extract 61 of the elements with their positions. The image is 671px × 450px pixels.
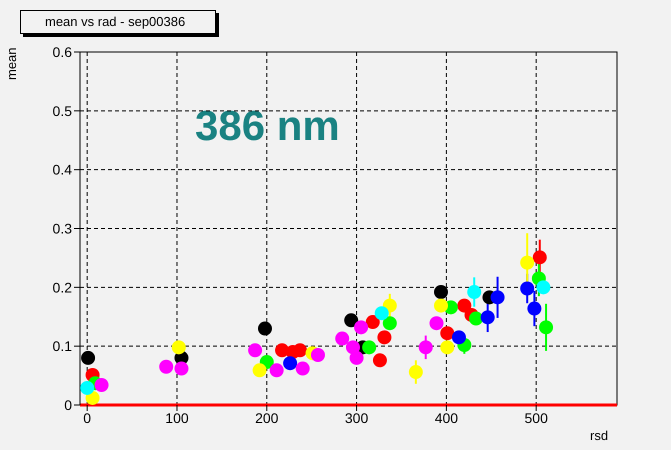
point [283,356,298,370]
x-tick-label: 400 [434,410,458,426]
point [527,302,542,316]
chart-title: mean vs rad - sep00386 [20,10,216,34]
x-tick-label: 100 [165,410,189,426]
point [408,365,423,380]
point [159,360,174,374]
point [86,390,100,405]
point [366,315,380,330]
point [430,316,444,330]
point [440,340,454,354]
point [382,316,397,330]
point [440,326,454,340]
point [467,285,482,300]
point [452,330,466,344]
y-tick-label: 0.6 [52,44,72,60]
point [418,340,433,354]
point [258,322,272,336]
point [372,353,387,368]
x-tick-label: 0 [83,410,92,426]
point [536,280,550,294]
point [248,343,262,358]
annotation: 386 nm [195,102,340,150]
point [469,312,484,326]
point [520,282,534,296]
point [310,348,325,362]
y-tick-label: 0.1 [52,338,72,354]
point [344,313,358,328]
point [520,256,534,270]
point [434,298,448,313]
x-tick-label: 200 [255,410,279,426]
point [434,285,448,300]
x-axis-title: rsd [590,428,608,443]
y-tick-label: 0.4 [52,162,72,178]
point [539,320,554,334]
point [94,378,109,392]
point [252,363,267,378]
x-tick-label: 500 [524,410,548,426]
point [174,362,188,376]
point [80,380,94,395]
point [293,343,308,358]
point [457,298,472,313]
point [296,362,310,376]
point [172,340,186,354]
point [362,340,376,354]
y-tick-label: 0 [64,396,72,413]
y-tick-label: 0.3 [52,220,72,236]
point [480,310,495,324]
point [377,330,392,344]
point [354,320,368,334]
point [270,363,284,378]
point [335,332,350,346]
point [81,350,96,365]
x-tick-label: 300 [344,410,368,426]
y-tick-label: 0.5 [52,102,72,119]
point [374,306,389,320]
point [350,350,364,365]
point [490,290,505,304]
point [532,250,547,264]
y-axis-title: mean [4,47,19,80]
y-tick-label: 0.2 [52,279,72,296]
